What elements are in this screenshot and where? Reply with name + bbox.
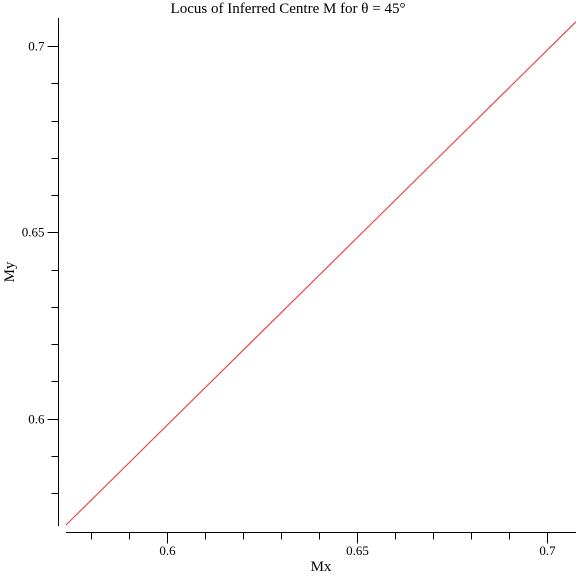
x-tick-label: 0.6 <box>159 543 176 558</box>
x-axis-label: Mx <box>311 559 332 575</box>
x-tick-label: 0.65 <box>346 543 369 558</box>
x-tick-label: 0.7 <box>539 543 556 558</box>
x-axis-ticks: 0.6 0.65 0.7 <box>91 532 556 558</box>
y-axis-ticks: 0.6 0.65 0.7 <box>22 39 59 494</box>
y-tick-label: 0.6 <box>28 412 45 427</box>
series-layer <box>65 21 576 526</box>
y-tick-label: 0.65 <box>22 225 45 240</box>
y-axis-label: My <box>2 261 18 282</box>
y-tick-label: 0.7 <box>28 39 45 54</box>
series-line <box>65 21 576 526</box>
chart-title: Locus of Inferred Centre M for θ = 45° <box>171 1 406 17</box>
